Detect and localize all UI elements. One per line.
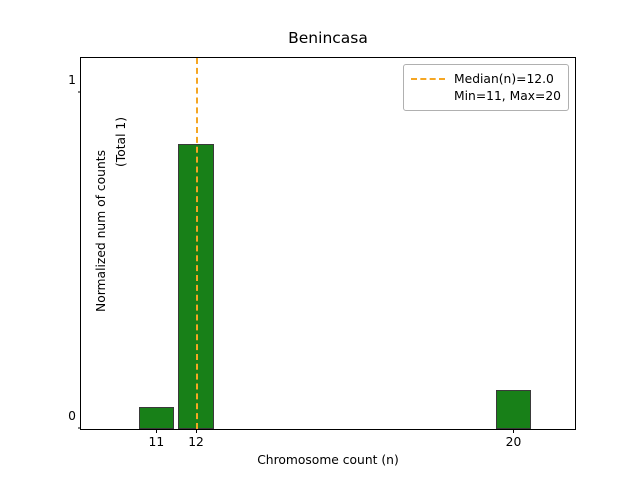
y-axis-label-main: Normalized num of counts <box>94 150 108 312</box>
legend-entry: Median(n)=12.0 <box>411 70 561 87</box>
chart-title: Benincasa <box>288 29 368 47</box>
x-tick-label: 20 <box>505 435 522 449</box>
chart-legend: Median(n)=12.0 Min=11, Max=20 <box>403 64 569 111</box>
y-tick-mark <box>77 91 81 93</box>
y-tick-label: 0 <box>68 408 76 423</box>
bars-layer <box>81 58 575 429</box>
bar-11 <box>138 407 175 429</box>
x-tick-mark <box>513 429 515 433</box>
legend-entry: Min=11, Max=20 <box>411 87 561 104</box>
y-tick-label: 1 <box>68 72 76 87</box>
median-line-layer <box>81 58 575 429</box>
bar-20 <box>495 390 532 429</box>
legend-spacer <box>411 95 445 97</box>
x-tick-mark <box>196 429 198 433</box>
x-axis-label: Chromosome count (n) <box>257 453 399 467</box>
y-axis-label-sub: (Total 1) <box>114 116 128 168</box>
legend-dashed-line-icon <box>411 77 446 80</box>
plot-area: Normalized num of counts (Total 1) 0 1 11… <box>68 57 576 467</box>
x-tick-mark <box>156 429 158 433</box>
median-line <box>196 58 199 429</box>
y-tick-mark <box>77 427 81 429</box>
x-tick-label: 12 <box>188 435 204 449</box>
legend-label: Min=11, Max=20 <box>454 88 561 103</box>
bar-12 <box>178 143 214 429</box>
x-tick-label: 11 <box>148 435 165 449</box>
legend-label: Median(n)=12.0 <box>454 71 554 86</box>
